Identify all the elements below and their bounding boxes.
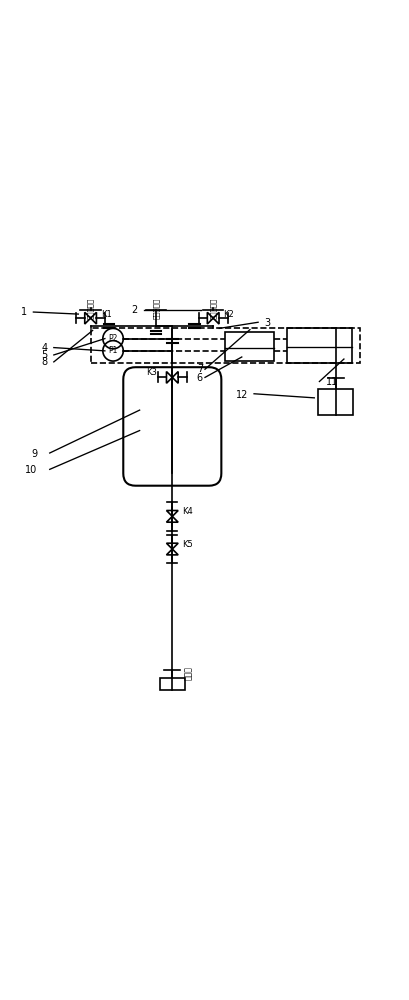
Text: K4: K4 xyxy=(182,507,193,516)
Text: 7: 7 xyxy=(196,364,202,374)
Text: 4: 4 xyxy=(41,343,47,353)
Text: K2: K2 xyxy=(223,310,234,319)
Text: 补充气气瓶: 补充气气瓶 xyxy=(87,298,94,319)
Text: 被用气仪器: 被用气仪器 xyxy=(209,298,216,319)
Text: 3: 3 xyxy=(264,318,270,328)
Text: 9: 9 xyxy=(31,449,37,459)
Text: P2: P2 xyxy=(108,334,117,343)
Text: K3: K3 xyxy=(145,368,156,377)
Text: 5: 5 xyxy=(41,350,47,360)
Text: P1: P1 xyxy=(108,346,117,355)
Text: 1: 1 xyxy=(21,307,27,317)
Text: 放散气: 放散气 xyxy=(184,666,193,680)
Text: K1: K1 xyxy=(101,310,111,319)
Text: 6: 6 xyxy=(196,373,202,383)
Text: 11: 11 xyxy=(325,377,337,387)
Text: 8: 8 xyxy=(41,357,47,367)
Text: 10: 10 xyxy=(25,465,37,475)
Text: 12: 12 xyxy=(236,390,248,400)
Text: K5: K5 xyxy=(182,540,193,549)
Text: 2: 2 xyxy=(131,305,137,315)
Text: 标准气气源: 标准气气源 xyxy=(152,298,159,319)
